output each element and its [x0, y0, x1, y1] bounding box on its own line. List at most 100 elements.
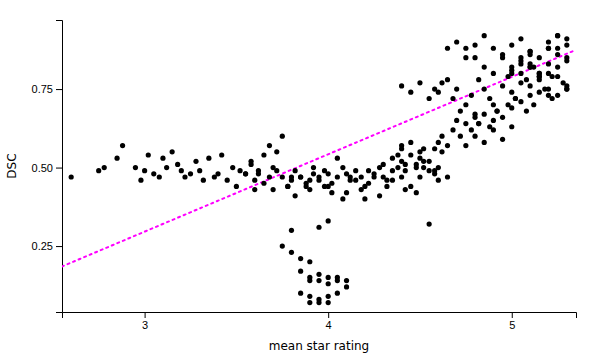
- point: [463, 102, 468, 107]
- point: [316, 300, 321, 305]
- point: [316, 278, 321, 283]
- point: [439, 134, 444, 139]
- point: [307, 259, 312, 264]
- point: [307, 178, 312, 183]
- point: [316, 272, 321, 277]
- y-axis-tick: 0.75: [32, 83, 62, 95]
- point: [96, 168, 101, 173]
- point: [170, 149, 175, 154]
- point: [537, 90, 542, 95]
- point: [555, 33, 560, 38]
- y-axis-tick: 0.25: [32, 240, 62, 252]
- y-axis-tick-mark: [56, 246, 62, 247]
- point: [555, 74, 560, 79]
- y-axis-title: DSC: [5, 153, 19, 178]
- point: [316, 225, 321, 230]
- point: [362, 184, 367, 189]
- point: [454, 118, 459, 123]
- points: [69, 33, 570, 305]
- point: [494, 108, 499, 113]
- point: [408, 90, 413, 95]
- point: [427, 168, 432, 173]
- point: [252, 187, 257, 192]
- point: [377, 193, 382, 198]
- point: [414, 190, 419, 195]
- x-axis-tick: 4: [326, 312, 332, 331]
- point: [322, 168, 327, 173]
- point: [439, 149, 444, 154]
- point: [482, 140, 487, 145]
- point: [476, 121, 481, 126]
- point: [390, 168, 395, 173]
- point: [326, 184, 331, 189]
- point: [344, 284, 349, 289]
- point: [138, 178, 143, 183]
- x-axis-tick: 5: [509, 312, 515, 331]
- point: [546, 71, 551, 76]
- point: [366, 168, 371, 173]
- point: [335, 174, 340, 179]
- point: [491, 102, 496, 107]
- point: [298, 269, 303, 274]
- point: [384, 184, 389, 189]
- point: [280, 243, 285, 248]
- point: [69, 174, 74, 179]
- point: [188, 171, 193, 176]
- point: [285, 184, 290, 189]
- point: [403, 162, 408, 167]
- point: [476, 77, 481, 82]
- point: [537, 55, 542, 60]
- point: [285, 184, 290, 189]
- point: [454, 86, 459, 91]
- point: [482, 86, 487, 91]
- point: [403, 187, 408, 192]
- point: [329, 190, 334, 195]
- point: [399, 146, 404, 151]
- point: [353, 168, 358, 173]
- point: [164, 165, 169, 170]
- y-axis-tick-label: 0.50: [32, 162, 53, 174]
- point: [243, 171, 248, 176]
- point: [326, 300, 331, 305]
- point: [439, 80, 444, 85]
- point: [274, 149, 279, 154]
- point: [201, 178, 206, 183]
- point: [463, 121, 468, 126]
- point: [335, 156, 340, 161]
- x-axis-tick-mark: [145, 312, 146, 318]
- point: [528, 61, 533, 66]
- point: [261, 181, 266, 186]
- point: [564, 36, 569, 41]
- point: [271, 187, 276, 192]
- x-axis-tick-label: 3: [142, 319, 148, 331]
- point: [399, 83, 404, 88]
- point: [463, 46, 468, 51]
- point: [417, 80, 422, 85]
- point: [500, 115, 505, 120]
- point: [175, 162, 180, 167]
- point: [518, 99, 523, 104]
- x-axis-line: [63, 313, 577, 319]
- point: [243, 171, 248, 176]
- point: [274, 168, 279, 173]
- point: [408, 140, 413, 145]
- point: [458, 108, 463, 113]
- point: [421, 165, 426, 170]
- point: [304, 184, 309, 189]
- point: [445, 174, 450, 179]
- point: [234, 184, 239, 189]
- point: [427, 221, 432, 226]
- point: [151, 171, 156, 176]
- point: [509, 43, 514, 48]
- point: [133, 165, 138, 170]
- point: [157, 174, 162, 179]
- point: [564, 86, 569, 91]
- point: [472, 43, 477, 48]
- point: [509, 105, 514, 110]
- y-axis-tick-mark: [56, 168, 62, 169]
- point: [371, 174, 376, 179]
- point: [142, 168, 147, 173]
- point: [248, 162, 253, 167]
- point: [298, 256, 303, 261]
- point: [436, 178, 441, 183]
